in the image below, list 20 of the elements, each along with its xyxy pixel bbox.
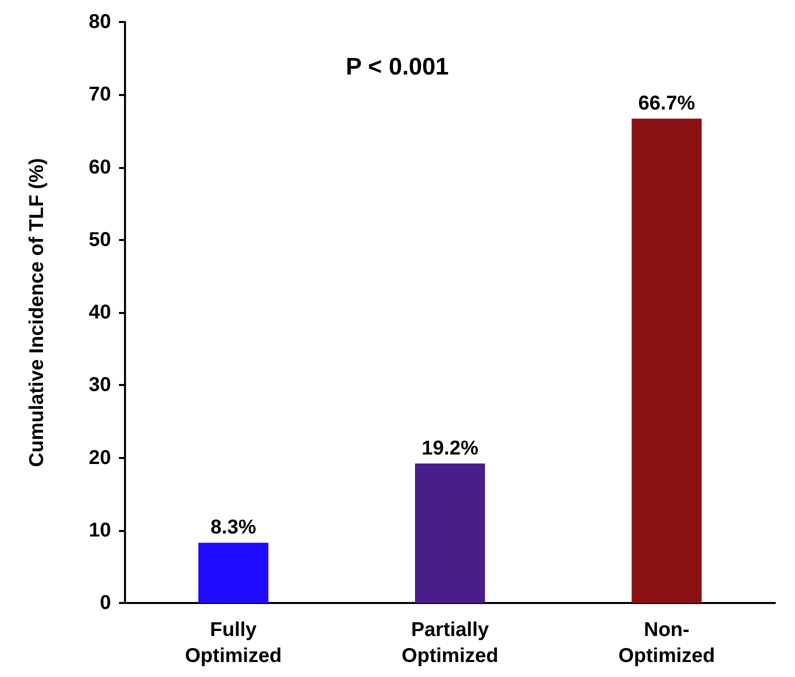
bar [632,118,702,603]
y-tick-label: 50 [88,228,111,251]
y-tick-label: 60 [88,156,111,178]
bar [415,464,485,603]
y-tick-label: 0 [100,592,111,614]
data-label: 19.2% [422,438,479,460]
x-tick-label: Fully Optimized [184,619,282,667]
y-tick-label: 20 [88,446,111,469]
y-tick-label: 30 [88,374,111,396]
y-tick-label: 80 [88,11,111,33]
annotation: P < 0.001 [346,54,449,80]
data-label: 8.3% [210,516,256,539]
y-tick-label: 70 [88,84,111,106]
y-tick-label: 10 [88,519,111,542]
x-tick-label: Non-Optimized [618,619,716,667]
data-label: 66.7% [638,92,696,115]
bar [198,542,268,603]
y-tick-label: 40 [88,302,111,324]
y-axis-title: Cumulative Incidence of TLF (%) [26,158,48,467]
x-tick-label: Partially Optimized [402,619,498,667]
